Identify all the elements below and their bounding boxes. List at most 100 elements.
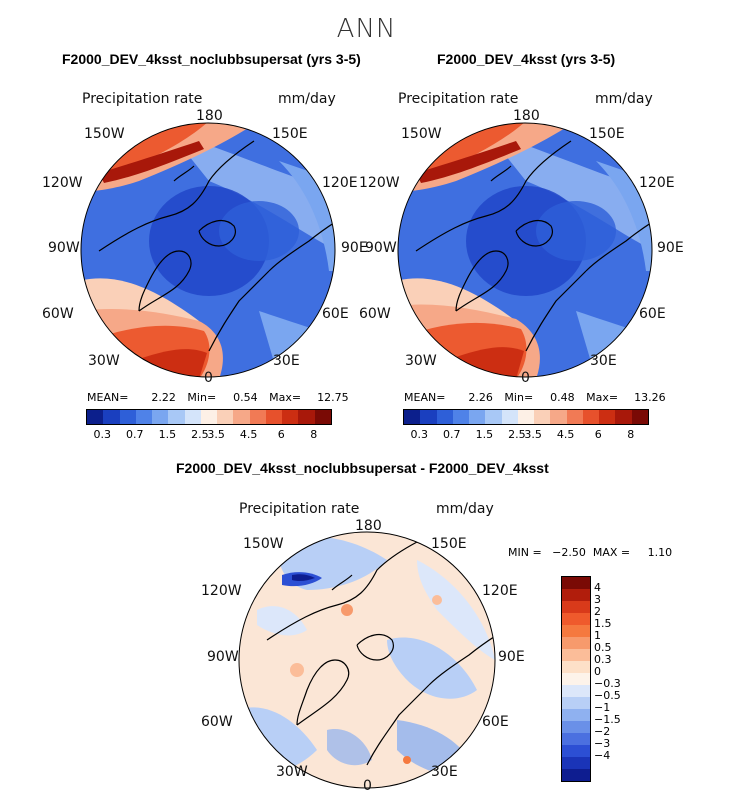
panel-2-lon-120e: 120E — [639, 175, 675, 191]
colorbar-swatch — [168, 410, 185, 424]
colorbar-swatch — [631, 410, 648, 424]
diff-panel-units-label: mm/day — [436, 501, 494, 517]
panel-2-lon-30e: 30E — [590, 353, 617, 369]
colorbar-tick-label: 4.5 — [239, 428, 258, 441]
panel-2-min-label: Min= — [504, 391, 534, 404]
diff-polar-map — [238, 531, 496, 789]
panel-2-max-label: Max= — [586, 391, 619, 404]
panel-1-min-value: 0.54 — [233, 391, 258, 404]
colorbar-swatch — [436, 410, 453, 424]
diff-colorbar-tick-label: −0.5 — [594, 689, 621, 702]
colorbar-tick-label: 6 — [277, 428, 285, 441]
colorbar-swatch — [314, 410, 331, 424]
diff-colorbar-tick-label: −4 — [594, 749, 611, 762]
panel-1-max-label: Max= — [269, 391, 302, 404]
panel-2-lon-150w: 150W — [401, 126, 442, 142]
diff-lon-150w: 150W — [243, 536, 284, 552]
colorbar-tick-label: 8 — [627, 428, 635, 441]
colorbar-tick-label: 1.5 — [475, 428, 494, 441]
diff-colorbar-swatch — [562, 589, 590, 601]
diff-lon-30w: 30W — [276, 764, 308, 780]
panel-1-mean-label: MEAN= — [87, 391, 129, 404]
diff-colorbar-tick-label: 3 — [594, 593, 601, 606]
colorbar-swatch — [217, 410, 234, 424]
panel-1-variable-label: Precipitation rate — [82, 91, 203, 107]
panel-1-lon-60e: 60E — [322, 306, 349, 322]
colorbar-swatch — [501, 410, 518, 424]
diff-colorbar-tick-label: 2 — [594, 605, 601, 618]
diff-colorbar-tick-label: −1 — [594, 701, 611, 714]
diff-colorbar-swatch — [562, 721, 590, 733]
diff-lon-0: 0 — [363, 778, 372, 794]
colorbar-swatch — [87, 410, 104, 424]
panel-2-lon-150e: 150E — [589, 126, 625, 142]
panel-2-title: F2000_DEV_4ksst (yrs 3-5) — [437, 51, 616, 67]
colorbar-swatch — [566, 410, 583, 424]
panel-1-title: F2000_DEV_4ksst_noclubbsupersat (yrs 3-5… — [62, 51, 361, 67]
colorbar-swatch — [582, 410, 600, 424]
colorbar-swatch — [265, 410, 283, 424]
panel-1-lon-150e: 150E — [272, 126, 308, 142]
panel-2-lon-0: 0 — [521, 370, 530, 386]
diff-lon-150e: 150E — [431, 536, 467, 552]
colorbar-tick-label: 1.5 — [158, 428, 177, 441]
panel-1-lon-30w: 30W — [88, 353, 120, 369]
colorbar-swatch — [119, 410, 136, 424]
panel-1-colorbar-ticks: 0.3 0.7 1.5 2.5 3.5 4.5 6 8 — [86, 428, 332, 442]
panel-2-mean-label: MEAN= — [404, 391, 446, 404]
panel-1-max-value: 12.75 — [317, 391, 349, 404]
panel-1-units-label: mm/day — [278, 91, 336, 107]
panel-2-stats: MEAN= 2.26 Min= 0.48 Max= 13.26 — [404, 391, 666, 404]
diff-lon-120w: 120W — [201, 583, 242, 599]
panel-2-lon-60e: 60E — [639, 306, 666, 322]
colorbar-swatch — [599, 410, 616, 424]
diff-colorbar-swatch — [562, 757, 590, 769]
colorbar-swatch — [249, 410, 266, 424]
diff-colorbar-tick-label: 0 — [594, 665, 601, 678]
panel-1-lon-90e: 90E — [341, 240, 368, 256]
diff-colorbar-tick-label: −2 — [594, 725, 611, 738]
panel-1-lon-top: 180 — [196, 108, 223, 124]
panel-2-colorbar-ticks: 0.3 0.7 1.5 2.5 3.5 4.5 6 8 — [403, 428, 649, 442]
diff-colorbar-swatch — [562, 601, 590, 613]
diff-colorbar-swatch — [562, 697, 590, 709]
panel-1-lon-30e: 30E — [273, 353, 300, 369]
diff-colorbar-ticks: 4 3 2 1.5 1 0.5 0.3 0 −0.3 −0.5 −1 −1.5 −2 −3 −4 — [594, 576, 634, 780]
diff-panel-minmax: MIN = −2.50 MAX = 1.10 — [508, 546, 673, 559]
panel-1-lon-60w: 60W — [42, 306, 74, 322]
panel-2-lon-top: 180 — [513, 108, 540, 124]
panel-1-lon-0: 0 — [204, 370, 213, 386]
diff-lon-60w: 60W — [201, 714, 233, 730]
colorbar-tick-label: 8 — [310, 428, 318, 441]
diff-colorbar-tick-label: 1.5 — [594, 617, 612, 630]
colorbar-swatch — [550, 410, 567, 424]
panel-1-colorbar — [86, 409, 332, 425]
panel-2-colorbar — [403, 409, 649, 425]
colorbar-swatch — [184, 410, 201, 424]
diff-colorbar-swatch — [562, 625, 590, 637]
colorbar-tick-label: 6 — [594, 428, 602, 441]
colorbar-swatch — [233, 410, 250, 424]
colorbar-swatch — [282, 410, 299, 424]
colorbar-tick-label: 4.5 — [556, 428, 575, 441]
colorbar-tick-label: 0.7 — [443, 428, 461, 441]
diff-colorbar-swatch — [562, 733, 590, 745]
colorbar-tick-label: 0.3 — [93, 428, 112, 441]
panel-2-lon-90w: 90W — [365, 240, 397, 256]
colorbar-swatch — [135, 410, 153, 424]
diff-colorbar — [561, 576, 591, 782]
panel-1-lon-150w: 150W — [84, 126, 125, 142]
diff-colorbar-swatch — [562, 577, 590, 589]
diff-lon-90w: 90W — [207, 649, 239, 665]
diff-colorbar-tick-label: −0.3 — [594, 677, 621, 690]
panel-2-units-label: mm/day — [595, 91, 653, 107]
colorbar-swatch — [469, 410, 486, 424]
diff-colorbar-swatch — [562, 613, 590, 625]
panel-1-polar-map — [80, 122, 336, 378]
diff-lon-top: 180 — [355, 518, 382, 534]
diff-colorbar-swatch — [562, 661, 590, 673]
diff-colorbar-swatch — [562, 673, 590, 685]
panel-1-lon-90w: 90W — [48, 240, 80, 256]
panel-2-lon-30w: 30W — [405, 353, 437, 369]
diff-lon-30e: 30E — [431, 764, 458, 780]
